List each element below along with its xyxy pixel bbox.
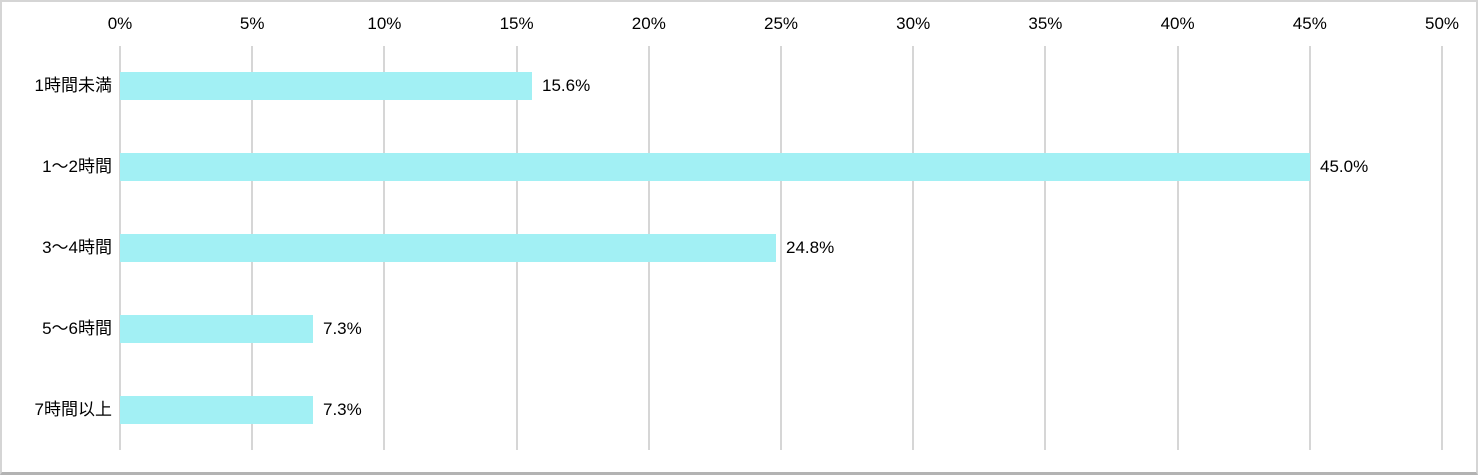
grid-line [780, 46, 782, 450]
axis-tick-label: 35% [1028, 14, 1063, 33]
grid-line [1308, 46, 1311, 450]
bar-value-label: 24.8% [786, 238, 835, 257]
bar [120, 234, 776, 262]
axis-tick-label: 5% [239, 14, 265, 33]
grid-line [1044, 46, 1047, 450]
axis-tick-label: 10% [367, 14, 402, 33]
category-label: 7時間以上 [34, 400, 112, 419]
category-label: 1～2時間 [42, 157, 112, 176]
axis-tick-label: 50% [1424, 14, 1460, 33]
bar [120, 72, 532, 100]
axis-tick-label: 40% [1160, 14, 1195, 33]
axis-tick-label: 25% [763, 14, 799, 33]
bar [120, 315, 313, 343]
grid-line [912, 46, 915, 450]
axis-tick-label: 45% [1292, 14, 1327, 33]
bar-value-label: 45.0% [1320, 157, 1369, 176]
category-label: 3～4時間 [42, 238, 112, 257]
bar-value-label: 7.3% [323, 319, 362, 338]
category-label: 5～6時間 [42, 319, 112, 338]
grid-line [1441, 46, 1443, 450]
grid-line [1176, 46, 1179, 450]
axis-tick-label: 0% [107, 14, 133, 33]
bar [120, 153, 1310, 181]
bar-value-label: 7.3% [323, 400, 362, 419]
category-label: 1時間未満 [34, 76, 112, 95]
axis-tick-label: 20% [631, 14, 666, 33]
axis-tick-label: 15% [499, 14, 534, 33]
axis-tick-label: 30% [896, 14, 931, 33]
bar-value-label: 15.6% [542, 76, 591, 95]
bar [120, 396, 313, 424]
